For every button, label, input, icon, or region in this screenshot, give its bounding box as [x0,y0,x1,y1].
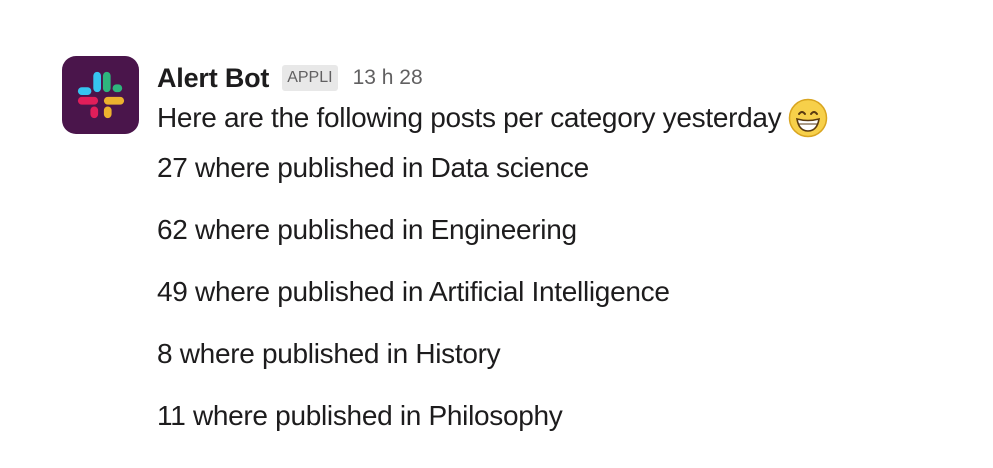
message-content: Alert Bot APPLI 13 h 28 Here are the fol… [157,56,957,457]
avatar[interactable] [62,56,139,134]
app-badge: APPLI [282,65,338,91]
category-line: 49 where published in Artificial Intelli… [157,276,670,307]
timestamp[interactable]: 13 h 28 [352,66,423,89]
grinning-face-emoji-icon [789,98,828,138]
message-header: Alert Bot APPLI 13 h 28 [157,56,957,100]
slack-logo-icon [77,71,125,119]
category-line: 62 where published in Engineering [157,214,577,245]
intro-text: Here are the following posts per categor… [157,102,782,133]
category-line: 11 where published in Philosophy [157,400,563,431]
category-line: 8 where published in History [157,338,501,369]
category-lines: 27 where published in Data science 62 wh… [157,147,957,457]
category-line: 27 where published in Data science [157,152,589,183]
sender-name[interactable]: Alert Bot [157,62,270,93]
message-intro: Here are the following posts per categor… [157,97,957,139]
